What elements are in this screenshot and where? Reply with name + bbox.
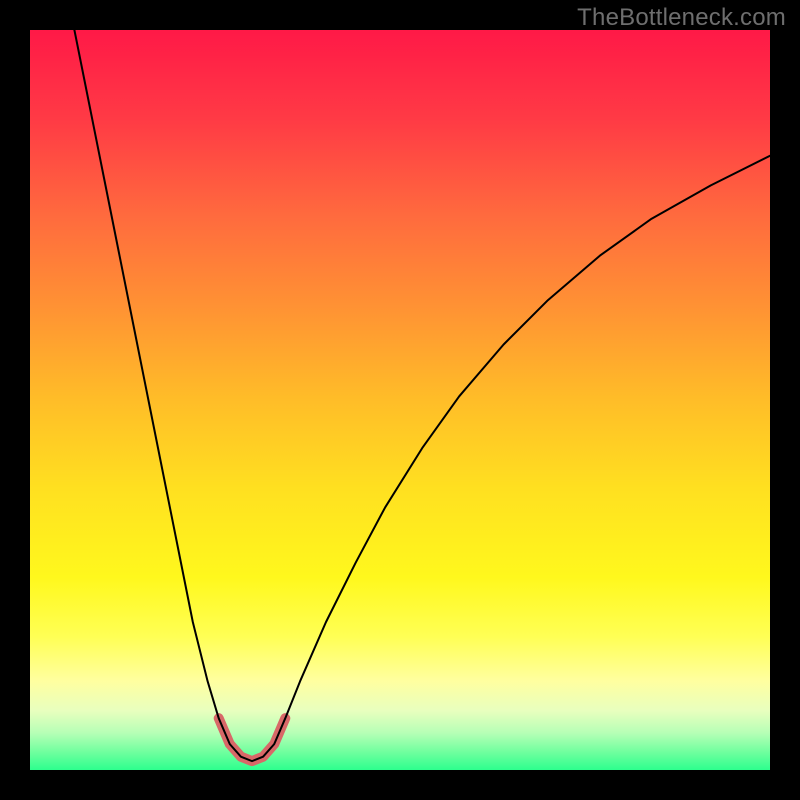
plot-area — [30, 30, 770, 770]
bottleneck-curve — [74, 30, 770, 761]
chart-root: TheBottleneck.com — [0, 0, 800, 800]
watermark-text: TheBottleneck.com — [577, 4, 786, 32]
curve-layer — [30, 30, 770, 770]
